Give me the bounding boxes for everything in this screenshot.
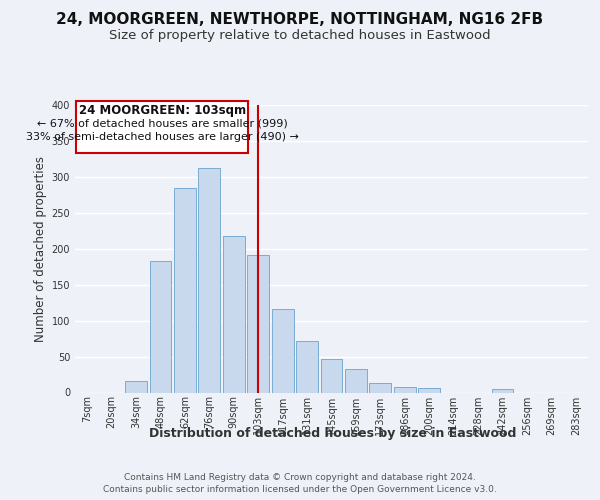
Text: Contains HM Land Registry data © Crown copyright and database right 2024.: Contains HM Land Registry data © Crown c… [124,472,476,482]
Bar [370,383,391,392]
Text: ← 67% of detached houses are smaller (999): ← 67% of detached houses are smaller (99… [37,118,288,128]
Bar [272,309,293,392]
Bar [199,168,220,392]
Text: Distribution of detached houses by size in Eastwood: Distribution of detached houses by size … [149,428,517,440]
Text: Contains public sector information licensed under the Open Government Licence v3: Contains public sector information licen… [103,485,497,494]
Bar [125,381,147,392]
Bar [296,341,318,392]
Bar [149,261,172,392]
Text: 24, MOORGREEN, NEWTHORPE, NOTTINGHAM, NG16 2FB: 24, MOORGREEN, NEWTHORPE, NOTTINGHAM, NG… [56,12,544,28]
Bar [345,369,367,392]
Bar [418,388,440,392]
Text: Size of property relative to detached houses in Eastwood: Size of property relative to detached ho… [109,29,491,42]
FancyBboxPatch shape [76,102,248,153]
Text: 33% of semi-detached houses are larger (490) →: 33% of semi-detached houses are larger (… [26,132,299,141]
Y-axis label: Number of detached properties: Number of detached properties [34,156,47,342]
Bar [247,255,269,392]
Bar [174,188,196,392]
Bar [223,236,245,392]
Text: 24 MOORGREEN: 103sqm: 24 MOORGREEN: 103sqm [79,104,246,118]
Bar [491,389,514,392]
Bar [320,360,343,392]
Bar [394,387,416,392]
